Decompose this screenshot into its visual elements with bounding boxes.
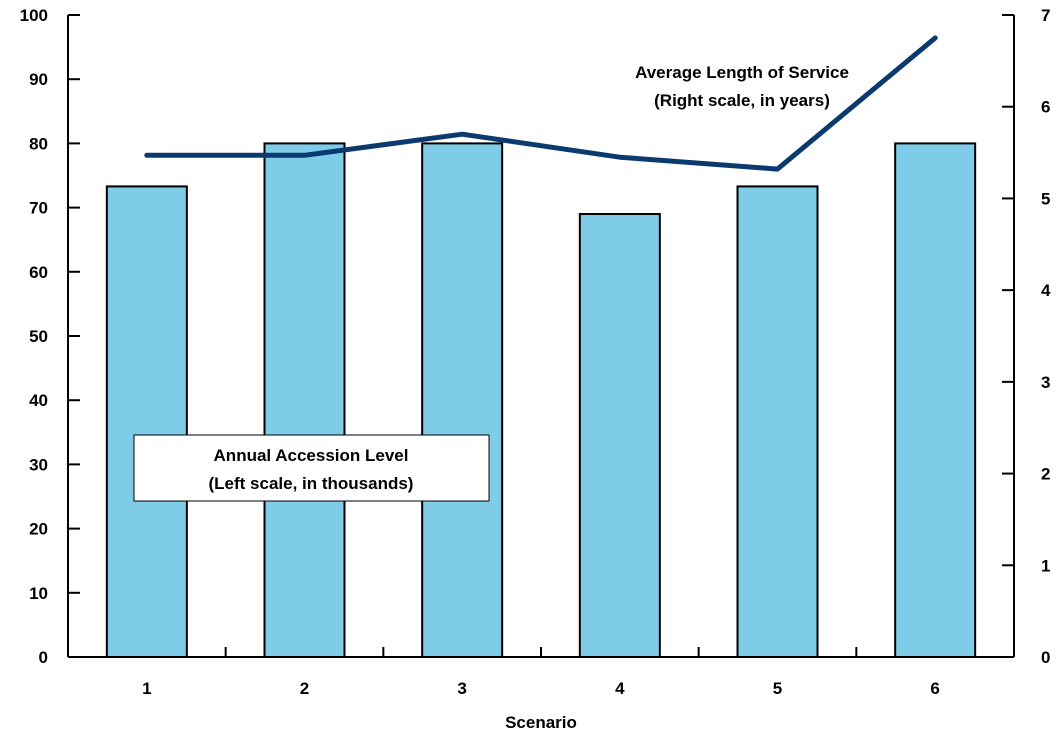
- y-left-tick-label: 50: [29, 327, 48, 346]
- y-right-tick-label: 7: [1041, 6, 1050, 25]
- x-tick-label: 5: [773, 679, 782, 698]
- bars-annotation: Annual Accession Level (Left scale, in t…: [133, 434, 490, 502]
- bar-scenario-4: [578, 213, 661, 659]
- x-tick-label: 1: [142, 679, 151, 698]
- line-annotation-line2: (Right scale, in years): [654, 91, 830, 110]
- y-left-ticks: 0 10 20 30 40 50 60 70 80 90 100: [20, 6, 80, 667]
- x-tick-label: 6: [930, 679, 939, 698]
- y-right-tick-label: 3: [1041, 373, 1050, 392]
- x-tick-label: 2: [300, 679, 309, 698]
- bar-scenario-2: [263, 142, 346, 658]
- line-layer: [144, 35, 938, 172]
- line-average-length-of-service: [144, 35, 938, 172]
- bar-group: [105, 142, 977, 659]
- y-right-tick-label: 4: [1041, 281, 1051, 300]
- bars-annotation-line2: (Left scale, in thousands): [209, 474, 414, 493]
- y-right-tick-label: 5: [1041, 189, 1050, 208]
- line-annotation-line1: Average Length of Service: [635, 63, 849, 82]
- bar-scenario-5: [736, 185, 819, 658]
- line-annotation: Average Length of Service (Right scale, …: [635, 63, 849, 110]
- bars-annotation-line1: Annual Accession Level: [214, 446, 409, 465]
- bar-scenario-1: [105, 185, 188, 658]
- x-axis-title: Scenario: [505, 713, 577, 732]
- y-left-tick-label: 20: [29, 520, 48, 539]
- y-right-tick-label: 0: [1041, 648, 1050, 667]
- y-left-tick-label: 80: [29, 134, 48, 153]
- bar-scenario-3: [421, 142, 504, 658]
- bars-annotation-box: [133, 434, 490, 502]
- y-right-ticks: 0 1 2 3 4 5 6 7: [1002, 6, 1051, 667]
- y-left-tick-label: 40: [29, 391, 48, 410]
- y-left-tick-label: 30: [29, 455, 48, 474]
- y-left-tick-label: 70: [29, 199, 48, 218]
- x-tick-label: 4: [615, 679, 625, 698]
- y-right-tick-label: 1: [1041, 556, 1050, 575]
- bar-scenario-6: [894, 142, 977, 658]
- y-right-tick-label: 2: [1041, 465, 1050, 484]
- x-ticks: 1 2 3 4 5 6: [142, 647, 940, 698]
- y-left-tick-label: 0: [39, 648, 48, 667]
- x-tick-label: 3: [457, 679, 466, 698]
- y-right-tick-label: 6: [1041, 98, 1050, 117]
- y-left-tick-label: 100: [20, 6, 48, 25]
- y-left-tick-label: 10: [29, 584, 48, 603]
- y-left-tick-label: 60: [29, 263, 48, 282]
- y-left-tick-label: 90: [29, 70, 48, 89]
- axes: [67, 15, 1015, 658]
